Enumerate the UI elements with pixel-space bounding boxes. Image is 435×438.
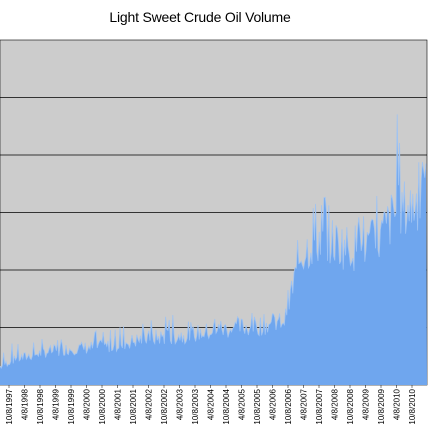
x-tick-label: 4/8/2000 bbox=[83, 388, 92, 420]
x-tick-label: 4/8/2003 bbox=[176, 388, 185, 420]
x-tick-label: 4/8/2002 bbox=[145, 388, 154, 420]
x-tick-label: 4/8/2005 bbox=[238, 388, 247, 420]
x-tick-label: 10/8/2007 bbox=[315, 388, 324, 424]
x-tick-label: 10/8/2009 bbox=[377, 388, 386, 424]
x-tick-label: 10/8/1999 bbox=[67, 388, 76, 424]
x-tick-label: 10/8/2006 bbox=[284, 388, 293, 424]
x-tick-label: 10/8/2005 bbox=[253, 388, 262, 424]
x-tick-label: 4/8/2006 bbox=[269, 388, 278, 420]
x-tick-label: 4/8/2009 bbox=[362, 388, 371, 420]
x-tick-label: 10/8/2008 bbox=[346, 388, 355, 424]
x-tick-label: 10/8/2000 bbox=[98, 388, 107, 424]
area-edge bbox=[0, 114, 427, 369]
x-tick-label: 4/8/2007 bbox=[300, 388, 309, 420]
x-tick-label: 10/8/2001 bbox=[129, 388, 138, 424]
area-fill bbox=[0, 114, 427, 386]
x-tick-label: 4/8/2010 bbox=[393, 388, 402, 420]
x-tick-label: 4/8/1999 bbox=[52, 388, 61, 420]
x-tick-label: 4/8/1998 bbox=[21, 388, 30, 420]
x-tick-label: 10/8/2004 bbox=[222, 388, 231, 424]
x-tick-label: 10/8/2002 bbox=[160, 388, 169, 424]
x-axis-ticks: 10/8/1997 4/8/1998 10/8/1998 4/8/1999 10/8/1… bbox=[5, 385, 417, 425]
x-tick-label: 10/8/2010 bbox=[408, 388, 417, 424]
x-tick-label: 4/8/2001 bbox=[114, 388, 123, 420]
x-tick-label: 10/8/2003 bbox=[191, 388, 200, 424]
chart-title: Light Sweet Crude Oil Volume bbox=[109, 9, 291, 25]
x-tick-label: 10/8/1997 bbox=[5, 388, 14, 424]
area-series bbox=[0, 114, 427, 386]
x-tick-label: 4/8/2008 bbox=[331, 388, 340, 420]
x-tick-label: 4/8/2004 bbox=[207, 388, 216, 420]
x-tick-label: 10/8/1998 bbox=[36, 388, 45, 424]
